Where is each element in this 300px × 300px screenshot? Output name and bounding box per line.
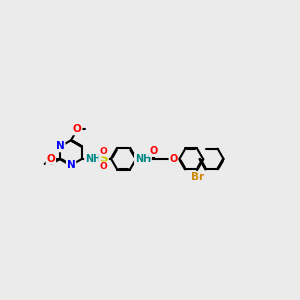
Text: O: O [73,124,82,134]
Text: N: N [67,160,75,170]
Text: N: N [56,142,64,152]
Text: NH: NH [135,154,151,164]
Text: O: O [100,147,107,156]
Text: O: O [169,154,178,164]
Text: O: O [100,162,107,171]
Text: S: S [99,152,108,165]
Text: O: O [46,154,55,164]
Text: NH: NH [85,154,101,164]
Text: O: O [149,146,158,156]
Text: Br: Br [190,172,204,182]
